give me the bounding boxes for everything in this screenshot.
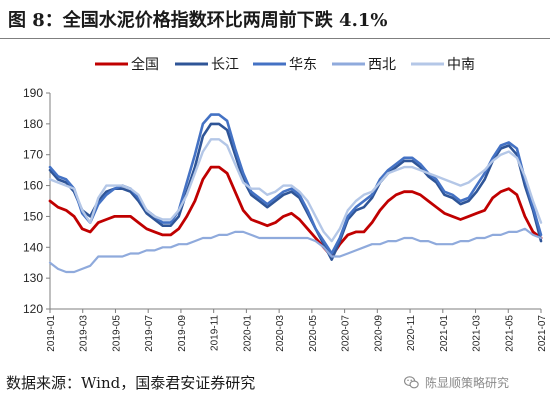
x-tick-label: 2020-05	[308, 315, 319, 352]
x-tick-label: 2019-09	[177, 315, 188, 352]
x-tick-label: 2021-03	[472, 315, 483, 352]
y-tick-label: 130	[23, 271, 43, 285]
series-line-全国	[48, 165, 543, 258]
y-tick-label: 190	[23, 86, 43, 100]
y-tick-label: 120	[23, 302, 43, 316]
series-line-长江	[48, 122, 543, 261]
x-tick-label: 2020-07	[341, 315, 352, 352]
legend-label: 全国	[131, 56, 159, 73]
chart-axes: 120 130 140 150 160 170 180 190 2019-01 2019-03 20…	[23, 86, 548, 352]
x-tick-label: 2019-03	[79, 315, 90, 352]
series-line-中南	[48, 138, 543, 243]
x-tick-label: 2021-07	[537, 315, 548, 352]
y-tick-label: 160	[23, 179, 43, 193]
x-tick-label: 2019-11	[210, 315, 221, 351]
x-tick-label: 2021-01	[439, 315, 450, 352]
chart-series	[48, 113, 543, 274]
x-tick-label: 2019-05	[111, 315, 122, 352]
x-tick-label: 2019-01	[46, 315, 57, 352]
legend-label: 长江	[211, 57, 239, 73]
x-tick-label: 2021-05	[504, 315, 515, 352]
legend-label: 中南	[447, 57, 475, 73]
figure-title: 图 8：全国水泥价格指数环比两周前下跌 4.1%	[8, 10, 388, 31]
y-tick-label: 150	[23, 209, 43, 223]
wechat-icon	[404, 376, 419, 389]
legend-label: 西北	[368, 57, 396, 73]
watermark-label: 陈显顺策略研究	[425, 376, 510, 390]
line-chart: 全国 长江 华东 西北 中南 120 130 140 150 160 170 180 190 2019-…	[23, 56, 548, 352]
x-tick-label: 2020-03	[275, 315, 286, 352]
x-tick-label: 2020-01	[242, 315, 253, 352]
watermark: 陈显顺策略研究	[404, 374, 509, 391]
y-tick-label: 170	[23, 148, 43, 162]
title-divider	[0, 38, 550, 39]
x-tick-label: 2020-09	[373, 315, 384, 352]
legend-label: 华东	[289, 57, 317, 73]
y-tick-label: 180	[23, 117, 43, 131]
x-tick-label: 2020-11	[406, 315, 417, 351]
series-line-西北	[48, 227, 543, 274]
x-tick-label: 2019-07	[144, 315, 155, 352]
data-source-note: 数据来源：Wind，国泰君安证券研究	[6, 374, 256, 392]
chart-legend: 全国 长江 华东 西北 中南	[95, 56, 475, 73]
y-tick-label: 140	[23, 240, 43, 254]
